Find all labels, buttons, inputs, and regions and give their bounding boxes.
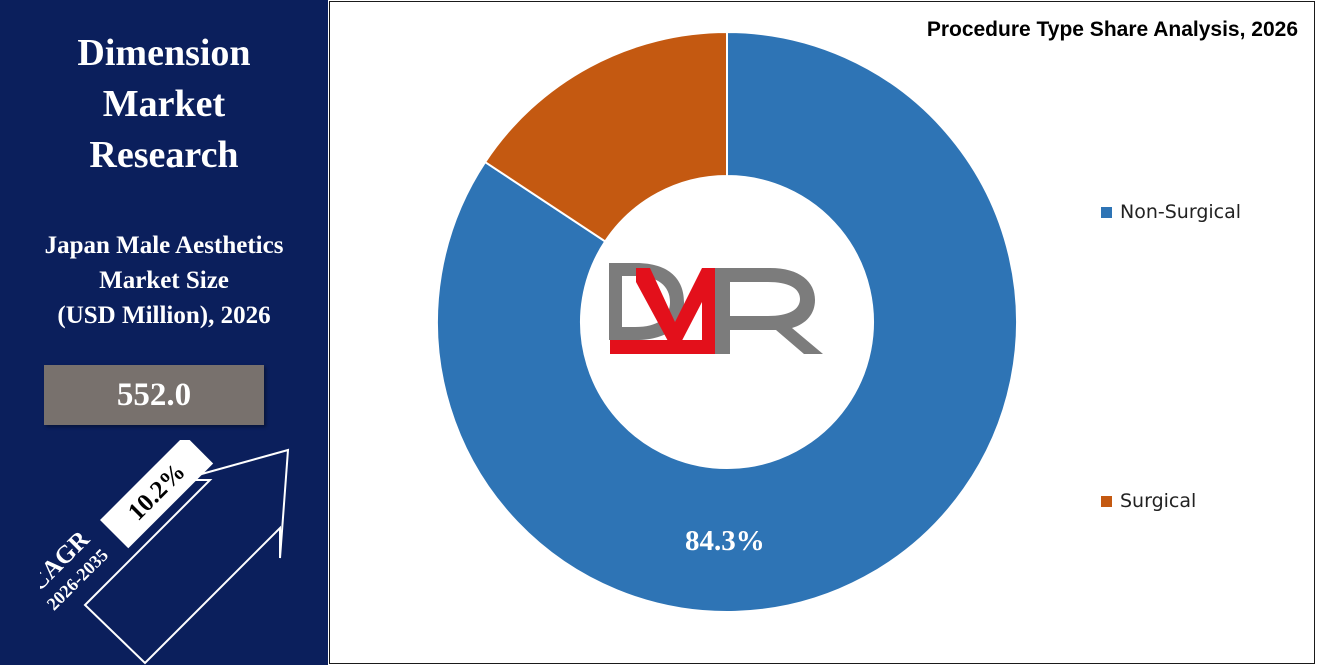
market-value-box: 552.0 (44, 365, 264, 425)
donut-data-label: 84.3% (685, 525, 765, 557)
cagr-value-box (100, 440, 214, 549)
legend-item-non-surgical: Non-Surgical (1101, 201, 1241, 223)
legend-item-surgical: Surgical (1101, 490, 1196, 512)
cagr-group: CAGR 2026-2035 10.2% (40, 440, 214, 614)
brand-name: Dimension Market Research (77, 32, 251, 176)
chart-title: Procedure Type Share Analysis, 2026 (926, 18, 1298, 41)
market-size-title: Japan Male Aesthetics Market Size (USD M… (44, 232, 284, 329)
legend-swatch-non-surgical (1101, 206, 1112, 218)
legend-swatch-surgical (1101, 495, 1112, 507)
donut-slice-surgical (483, 30, 728, 243)
chart-panel: Procedure Type Share Analysis, 2026 84.3… (329, 1, 1315, 664)
left-info-panel: Dimension Market Research Japan Male Aes… (0, 0, 328, 665)
cagr-arrow-icon (83, 448, 290, 665)
logo-letter-m (610, 268, 716, 354)
legend-label-non-surgical: Non-Surgical (1120, 201, 1242, 223)
donut-chart: 84.3% (436, 30, 1018, 613)
cagr-arrow-graphic: CAGR 2026-2035 10.2% (40, 440, 290, 665)
dmr-logo-letters (609, 263, 823, 354)
market-value: 552.0 (116, 376, 192, 413)
donut-slice-non-surgical (436, 30, 1018, 613)
dmr-logo (609, 263, 823, 354)
legend-label-surgical: Surgical (1120, 490, 1197, 512)
logo-letter-r (715, 268, 823, 354)
